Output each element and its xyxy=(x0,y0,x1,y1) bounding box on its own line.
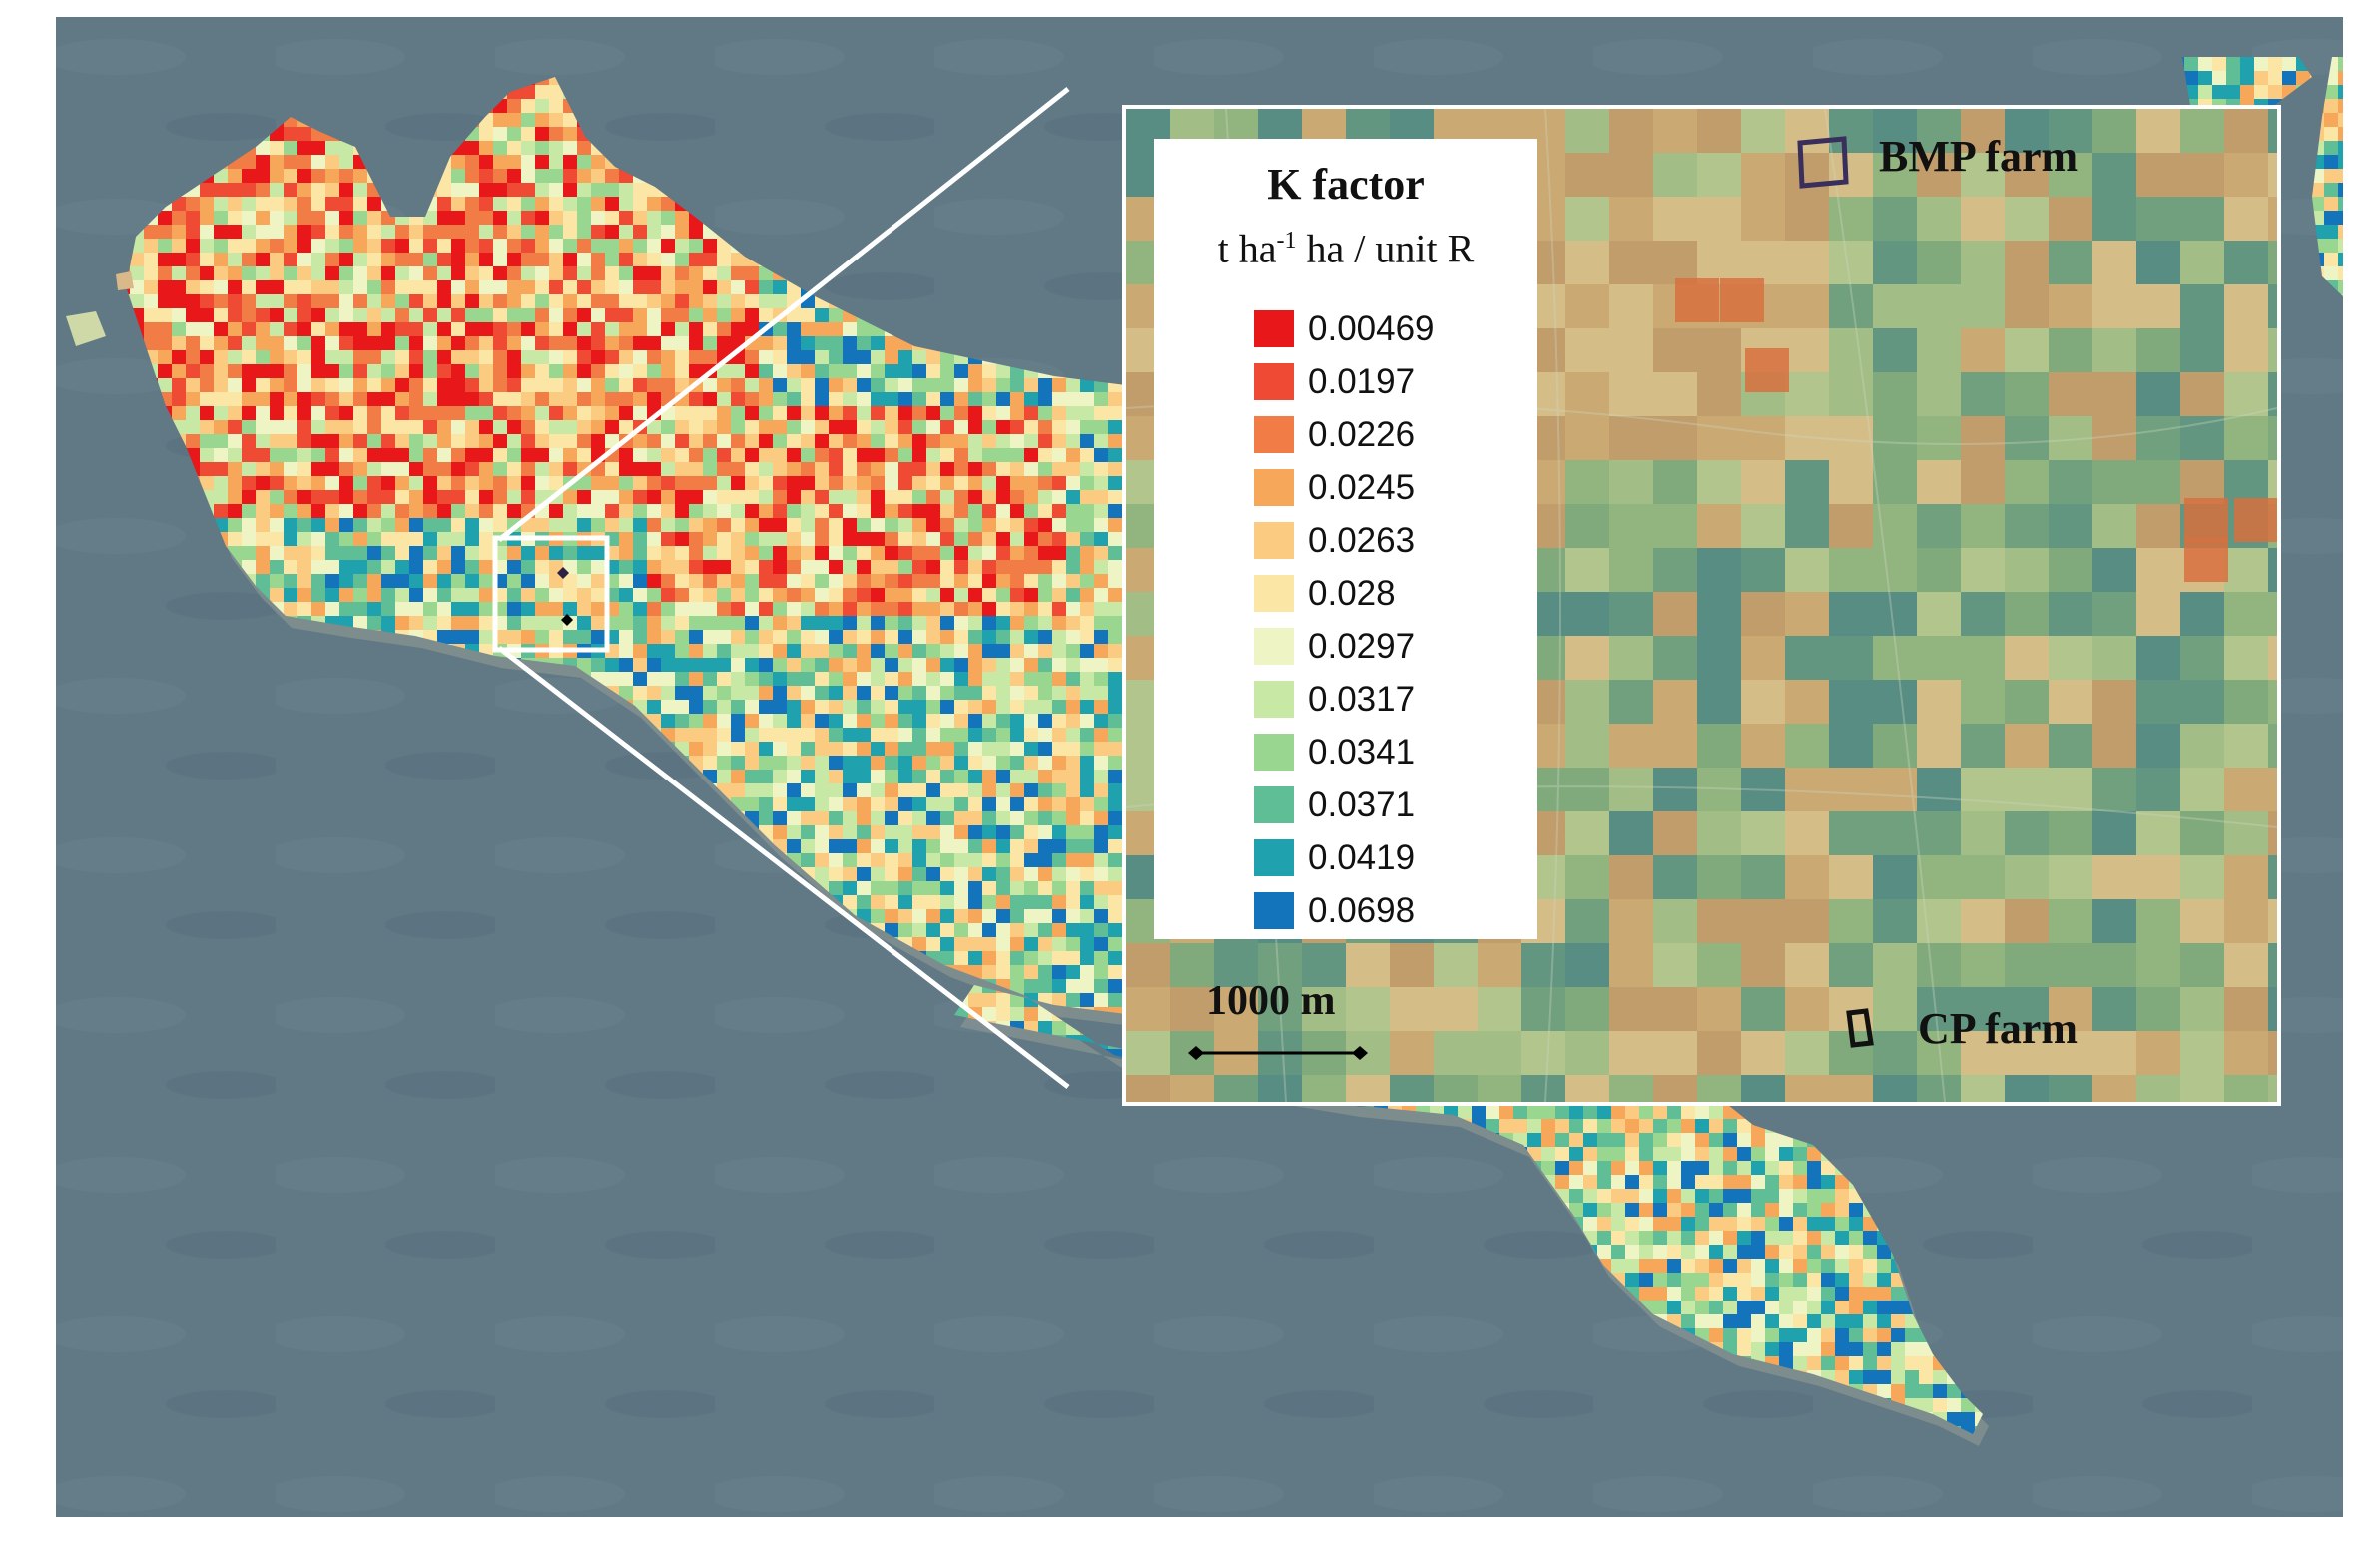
cp-farm-marker xyxy=(561,614,573,626)
legend-title: K factor xyxy=(1267,160,1425,209)
legend-label: 0.0197 xyxy=(1308,361,1416,401)
legend-item: 0.0317 xyxy=(1254,673,1435,726)
legend-item: 0.0226 xyxy=(1254,408,1435,461)
legend-item: 0.0245 xyxy=(1254,461,1435,514)
cp-farm-outline xyxy=(1846,1008,1874,1048)
legend-swatch xyxy=(1254,786,1294,823)
legend-swatch xyxy=(1254,681,1294,718)
legend-swatch xyxy=(1254,628,1294,665)
legend-label: 0.0341 xyxy=(1308,732,1416,772)
legend-label: 0.028 xyxy=(1308,573,1396,613)
legend-swatch xyxy=(1254,416,1294,453)
legend-label: 0.0371 xyxy=(1308,784,1416,824)
legend-unit-main: t ha xyxy=(1217,226,1277,271)
map-frame: K factor t ha-1 ha / unit R 0.00469 0.019… xyxy=(56,17,2343,1517)
legend-swatch xyxy=(1254,522,1294,559)
legend: K factor t ha-1 ha / unit R 0.00469 0.019… xyxy=(1154,139,1537,939)
bmp-farm-label: BMP farm xyxy=(1879,132,2079,181)
legend-label: 0.0245 xyxy=(1308,467,1416,507)
legend-items: 0.00469 0.0197 0.0226 0.0245 0.0263 0.028 0.02… xyxy=(1254,302,1435,937)
legend-item: 0.0297 xyxy=(1254,620,1435,673)
legend-swatch xyxy=(1254,310,1294,347)
scale-bar-label: 1000 m xyxy=(1206,978,1336,1024)
legend-label: 0.0419 xyxy=(1308,837,1416,877)
connector-line-bottom xyxy=(497,646,1070,1089)
legend-swatch xyxy=(1254,839,1294,876)
bmp-farm-marker xyxy=(557,567,569,579)
legend-item: 0.0698 xyxy=(1254,884,1435,937)
legend-swatch xyxy=(1254,469,1294,506)
islet xyxy=(116,271,134,290)
legend-item: 0.028 xyxy=(1254,567,1435,620)
legend-item: 0.0197 xyxy=(1254,355,1435,408)
legend-swatch xyxy=(1254,363,1294,400)
legend-label: 0.0226 xyxy=(1308,414,1416,454)
legend-item: 0.0263 xyxy=(1254,514,1435,567)
legend-item: 0.0371 xyxy=(1254,779,1435,831)
egadi-island xyxy=(66,311,106,346)
connector-line-top xyxy=(497,87,1070,542)
legend-item: 0.00469 xyxy=(1254,302,1435,355)
inset-map: K factor t ha-1 ha / unit R 0.00469 0.019… xyxy=(1122,105,2281,1106)
cp-farm-label: CP farm xyxy=(1918,1004,2079,1053)
legend-item: 0.0419 xyxy=(1254,831,1435,884)
legend-label: 0.0263 xyxy=(1308,520,1416,560)
legend-unit: t ha-1 ha / unit R xyxy=(1154,211,1537,278)
legend-item: 0.0341 xyxy=(1254,726,1435,779)
legend-unit-rest: ha / unit R xyxy=(1296,226,1475,271)
legend-swatch xyxy=(1254,734,1294,771)
legend-unit-sup: -1 xyxy=(1276,228,1297,254)
scale-bar-end-right xyxy=(1352,1046,1368,1060)
legend-label: 0.0317 xyxy=(1308,679,1416,719)
zoom-box xyxy=(492,535,610,653)
bmp-farm-outline xyxy=(1797,136,1849,189)
legend-swatch xyxy=(1254,892,1294,929)
legend-label: 0.0297 xyxy=(1308,626,1416,666)
scale-bar-end-left xyxy=(1188,1046,1204,1060)
legend-label: 0.00469 xyxy=(1308,308,1435,348)
legend-swatch xyxy=(1254,575,1294,612)
legend-label: 0.0698 xyxy=(1308,890,1416,930)
